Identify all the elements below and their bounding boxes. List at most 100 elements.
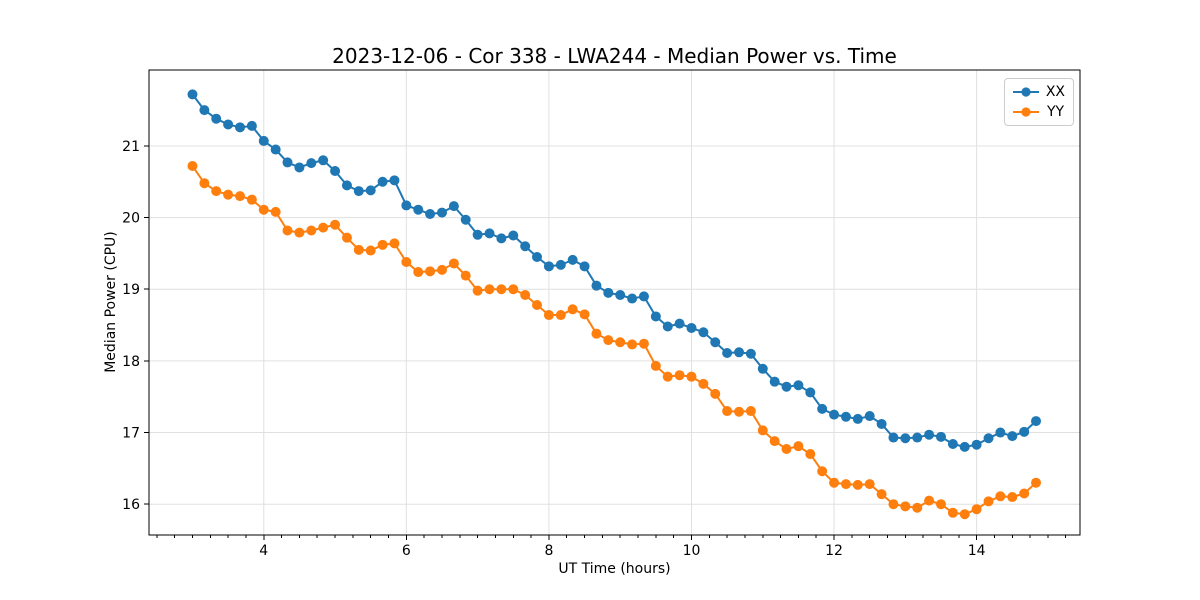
- data-point-xx: [698, 327, 709, 338]
- data-point-yy: [567, 304, 578, 315]
- data-point-yy: [1031, 477, 1042, 488]
- data-point-xx: [615, 289, 626, 300]
- data-point-yy: [341, 232, 352, 243]
- data-point-yy: [734, 406, 745, 417]
- data-point-xx: [508, 230, 519, 241]
- data-point-xx: [793, 380, 804, 391]
- data-point-xx: [187, 89, 198, 100]
- data-point-xx: [211, 113, 222, 124]
- data-point-xx: [840, 411, 851, 422]
- data-point-xx: [959, 441, 970, 452]
- data-point-xx: [555, 259, 566, 270]
- data-point-yy: [745, 406, 756, 417]
- data-point-xx: [627, 293, 638, 304]
- data-point-xx: [294, 162, 305, 173]
- data-point-xx: [1019, 426, 1030, 437]
- data-point-xx: [734, 347, 745, 358]
- data-point-xx: [829, 409, 840, 420]
- x-tick-label: 4: [259, 543, 268, 559]
- data-point-yy: [389, 238, 400, 249]
- chart-title: 2023-12-06 - Cor 338 - LWA244 - Median P…: [332, 44, 897, 68]
- data-point-yy: [840, 479, 851, 490]
- data-point-xx: [436, 207, 447, 218]
- data-point-xx: [650, 311, 661, 322]
- data-point-yy: [686, 371, 697, 382]
- data-point-xx: [341, 180, 352, 191]
- data-point-xx: [318, 155, 329, 166]
- x-tick-label: 14: [968, 543, 986, 559]
- y-tick-label: 20: [122, 211, 140, 227]
- data-point-yy: [1019, 488, 1030, 499]
- data-point-yy: [698, 378, 709, 389]
- data-point-xx: [484, 228, 495, 239]
- data-point-xx: [888, 432, 899, 443]
- data-point-yy: [947, 507, 958, 518]
- data-point-xx: [876, 418, 887, 429]
- data-point-xx: [769, 376, 780, 387]
- data-point-yy: [627, 339, 638, 350]
- data-point-xx: [532, 252, 543, 262]
- series-line-xx: [191, 93, 1038, 448]
- data-point-xx: [543, 261, 554, 272]
- data-point-xx: [448, 201, 459, 212]
- data-point-xx: [235, 122, 246, 133]
- data-point-xx: [912, 432, 923, 443]
- data-point-xx: [603, 287, 614, 298]
- axes-frame: [148, 69, 1081, 536]
- data-point-yy: [995, 491, 1006, 502]
- data-point-yy: [246, 194, 257, 205]
- data-point-yy: [959, 509, 970, 520]
- data-point-xx: [971, 439, 982, 450]
- data-point-xx: [246, 120, 257, 131]
- data-point-xx: [353, 186, 364, 197]
- data-point-yy: [852, 479, 863, 490]
- data-point-yy: [211, 186, 222, 197]
- data-point-xx: [638, 291, 649, 302]
- data-point-xx: [852, 413, 863, 424]
- data-point-yy: [187, 161, 198, 172]
- data-point-xx: [258, 135, 269, 146]
- data-point-yy: [365, 245, 376, 256]
- data-point-yy: [377, 239, 388, 250]
- data-point-yy: [496, 284, 507, 295]
- data-point-xx: [1007, 431, 1018, 442]
- data-point-yy: [555, 310, 566, 321]
- data-point-xx: [389, 175, 400, 186]
- data-point-yy: [769, 436, 780, 447]
- data-point-yy: [805, 449, 816, 460]
- data-point-yy: [924, 495, 935, 506]
- data-point-yy: [864, 479, 875, 490]
- data-point-yy: [710, 388, 721, 399]
- data-point-yy: [888, 499, 899, 510]
- y-tick-label: 21: [122, 139, 140, 155]
- data-point-xx: [1031, 416, 1042, 427]
- data-point-yy: [199, 178, 210, 189]
- data-point-xx: [781, 381, 792, 392]
- data-point-xx: [995, 427, 1006, 438]
- data-point-yy: [330, 219, 341, 230]
- data-point-yy: [520, 289, 531, 300]
- x-tick-label: 10: [683, 543, 701, 559]
- data-point-yy: [757, 425, 768, 436]
- data-point-xx: [401, 200, 412, 211]
- data-point-yy: [460, 270, 471, 281]
- data-point-yy: [650, 360, 661, 371]
- data-point-yy: [484, 284, 495, 295]
- data-point-yy: [674, 370, 685, 381]
- data-point-yy: [401, 257, 412, 268]
- data-point-xx: [413, 204, 424, 215]
- data-point-xx: [745, 348, 756, 359]
- x-tick-label: 8: [544, 543, 553, 559]
- data-point-xx: [306, 158, 317, 169]
- data-point-xx: [935, 431, 946, 442]
- data-point-xx: [520, 241, 531, 252]
- data-point-yy: [436, 264, 447, 275]
- data-point-yy: [532, 300, 543, 311]
- data-point-yy: [983, 496, 994, 507]
- data-point-yy: [258, 204, 269, 215]
- data-point-xx: [270, 144, 281, 155]
- data-point-yy: [306, 225, 317, 236]
- data-point-xx: [947, 439, 958, 450]
- legend-label-xx: XX: [1045, 84, 1065, 100]
- legend-item-yy: YY: [1012, 103, 1065, 121]
